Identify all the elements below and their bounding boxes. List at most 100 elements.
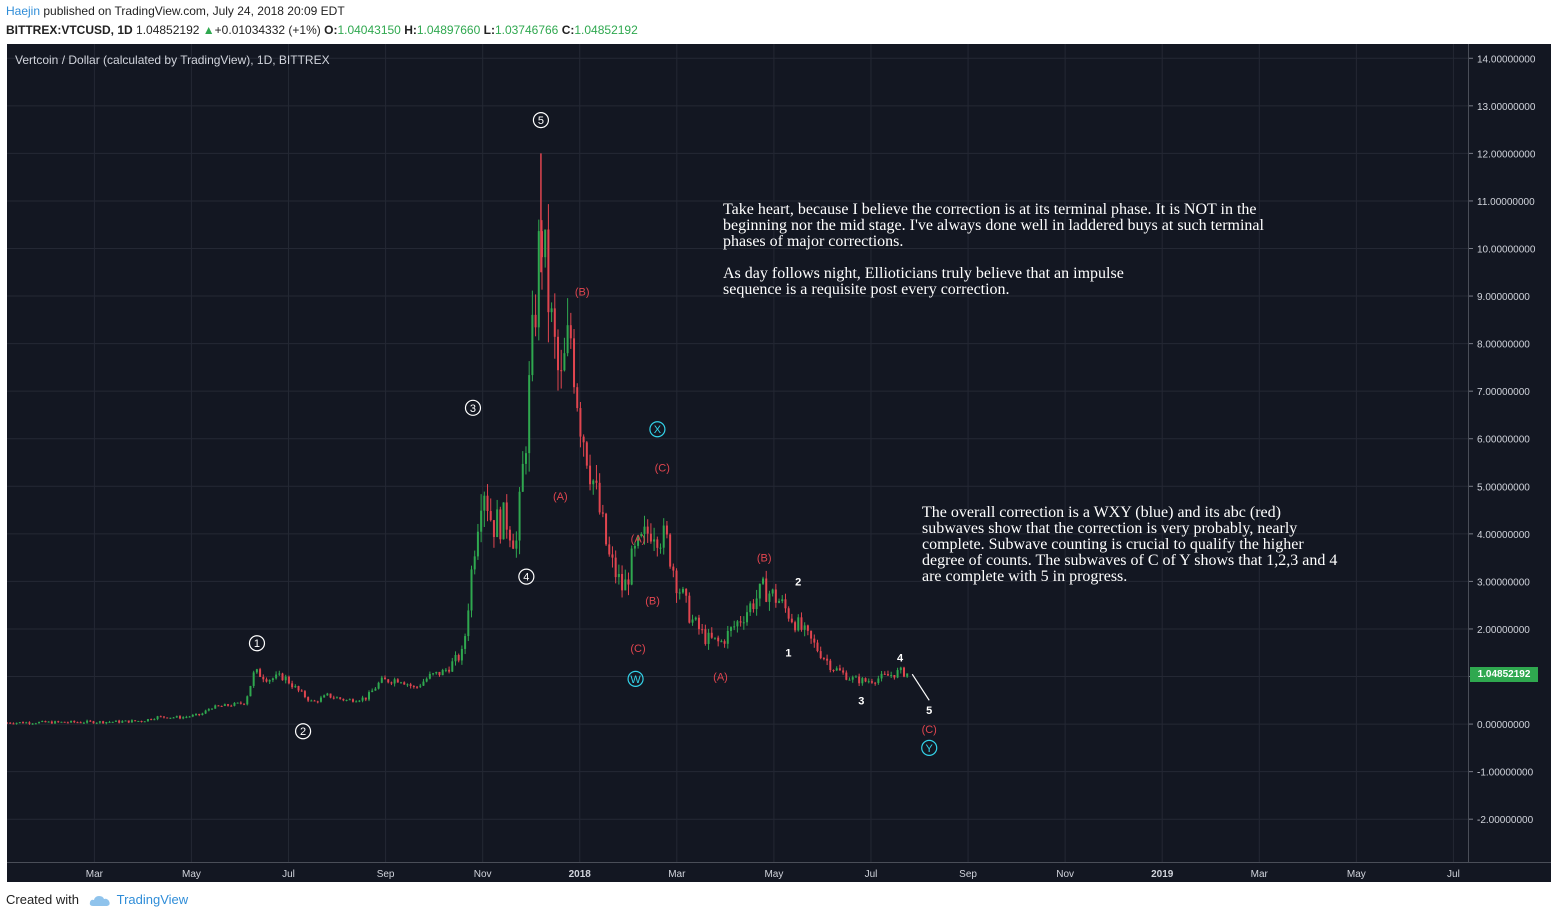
- candle-body: [621, 573, 624, 591]
- candle-body: [528, 375, 531, 454]
- candle-body: [230, 705, 233, 707]
- x-tick-label: Sep: [959, 869, 977, 880]
- candle-body: [508, 529, 511, 541]
- x-tick-label: Mar: [1251, 869, 1269, 880]
- candle-body: [486, 495, 489, 512]
- candle-body: [816, 642, 819, 652]
- candle-body: [496, 509, 499, 538]
- candle-body: [89, 720, 92, 722]
- wave-label: (B): [757, 553, 772, 565]
- candle-body: [79, 722, 82, 724]
- candle-body: [451, 661, 454, 672]
- candle-body: [86, 720, 89, 723]
- candle-body: [592, 480, 595, 485]
- candle-body: [614, 557, 617, 578]
- candle-body: [746, 612, 749, 623]
- candle-body: [723, 641, 726, 644]
- candle-body: [358, 700, 361, 702]
- candle-body: [121, 721, 124, 723]
- high-value: 1.04897660: [416, 23, 481, 37]
- candle-body: [34, 723, 37, 725]
- candle-body: [377, 682, 380, 689]
- candle-body: [691, 619, 694, 623]
- high-label: H:: [404, 23, 417, 37]
- annotation-note-2[interactable]: As day follows night, Ellioticians truly…: [723, 265, 1124, 298]
- candle-body: [874, 682, 877, 684]
- candle-body: [12, 723, 15, 725]
- candle-body: [480, 510, 483, 532]
- candle-body: [130, 720, 133, 723]
- candle-body: [848, 679, 851, 681]
- chart-pane[interactable]: 1 2 3 4 5 (A) (B) (C) (A) (B) W X (C) (A) (B) 1 2 3 4 5 (C) Y…: [7, 44, 1468, 862]
- candle-body: [108, 721, 111, 723]
- candle-body: [92, 721, 95, 724]
- candle-body: [7, 722, 8, 724]
- candle-body: [896, 670, 899, 678]
- candle-body: [342, 698, 345, 701]
- candle-body: [470, 569, 473, 611]
- wave-circle: [627, 670, 644, 688]
- y-tick-label: -2.00000000: [1477, 815, 1534, 826]
- candle-body: [608, 544, 611, 555]
- candle-body: [73, 720, 76, 723]
- price-axis[interactable]: 14.00000000 13.00000000 12.00000000 11.0000…: [1468, 44, 1551, 862]
- footer: Created with TradingView: [6, 892, 188, 907]
- candle-body: [726, 630, 729, 644]
- candle-body: [262, 676, 265, 680]
- candle-body: [464, 636, 467, 649]
- candle-body: [701, 629, 704, 631]
- candle-body: [598, 482, 601, 513]
- candle-body: [307, 697, 310, 701]
- x-tick-label: Nov: [474, 869, 492, 880]
- x-tick-label: Jul: [865, 869, 878, 880]
- tradingview-cloud-icon: [89, 895, 110, 906]
- candle-body: [300, 690, 303, 692]
- candle-body: [877, 678, 880, 683]
- candle-body: [150, 719, 153, 721]
- wave-circle: [518, 568, 535, 585]
- y-tick-label: 5.00000000: [1477, 482, 1530, 493]
- wave-label: 2: [300, 726, 306, 738]
- candle-body: [656, 539, 659, 548]
- publish-info: Haejin published on TradingView.com, Jul…: [6, 4, 345, 18]
- wave-label: (C): [630, 643, 645, 655]
- candle-body: [784, 599, 787, 609]
- time-axis[interactable]: Mar May Jul Sep Nov 2018 Mar May Jul Sep Nov 2019 Ma…: [7, 862, 1551, 882]
- candle-body: [890, 675, 893, 677]
- candle-body: [505, 502, 508, 530]
- candle-body: [278, 673, 281, 675]
- annotation-note-1[interactable]: Take heart, because I believe the correc…: [723, 201, 1264, 250]
- candle-body: [448, 669, 451, 672]
- x-tick-label: Nov: [1056, 869, 1074, 880]
- candle-body: [589, 465, 592, 485]
- candle-body: [435, 671, 438, 674]
- candle-body: [518, 491, 521, 541]
- y-tick-label: -1.00000000: [1477, 768, 1534, 779]
- candle-body: [794, 622, 797, 631]
- candle-body: [201, 713, 204, 716]
- author-link[interactable]: Haejin: [6, 4, 41, 18]
- candle-body: [169, 717, 172, 719]
- ohlc-bar: BITTREX:VTCUSD, 1D 1.04852192 ▲+0.010343…: [6, 23, 638, 37]
- wave-label: (C): [655, 462, 670, 474]
- candle-body: [537, 231, 540, 328]
- candle-body: [832, 670, 835, 672]
- annotation-note-3[interactable]: The overall correction is a WXY (blue) a…: [922, 504, 1338, 585]
- x-tick-label: 2018: [569, 869, 592, 880]
- candle-body: [361, 697, 364, 701]
- candle-body: [736, 621, 739, 627]
- candle-body: [400, 682, 403, 684]
- candle-body: [752, 603, 755, 610]
- wave-label: (A): [631, 534, 646, 546]
- candle-body: [704, 629, 707, 644]
- candle-body: [601, 512, 604, 514]
- candle-body: [649, 533, 652, 542]
- chart-svg[interactable]: 1 2 3 4 5 (A) (B) (C) (A) (B) W X (C) (A) (B) 1 2 3 4 5 (C) Y: [7, 44, 1468, 862]
- tradingview-link[interactable]: TradingView: [116, 892, 189, 907]
- candle-body: [800, 617, 803, 630]
- candle-body: [867, 681, 870, 683]
- candle-body: [153, 719, 156, 721]
- wave-label: (B): [575, 286, 590, 298]
- candle-body: [351, 699, 354, 702]
- candle-body: [899, 667, 902, 671]
